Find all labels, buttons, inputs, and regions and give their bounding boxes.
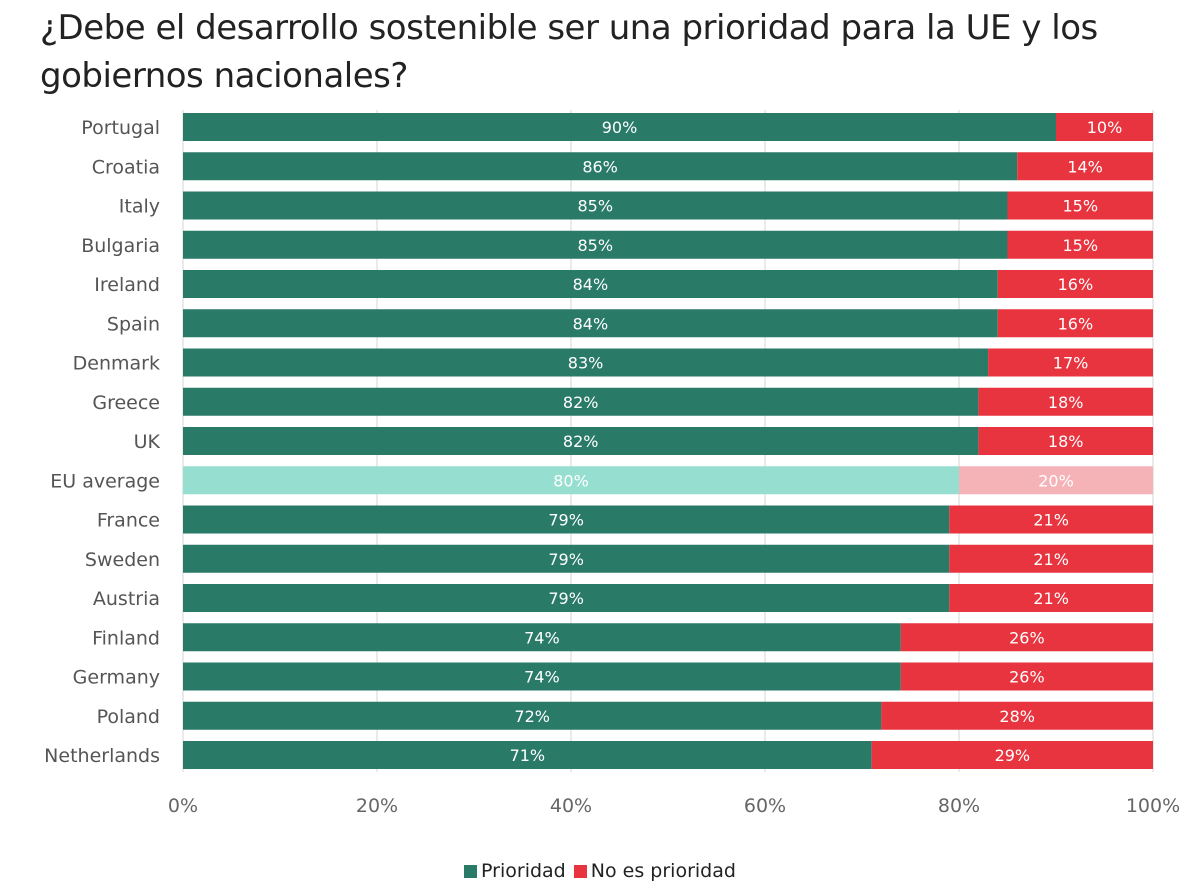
bar-prioridad	[183, 152, 1018, 181]
data-label: 26%	[1009, 628, 1045, 647]
data-label: 16%	[1058, 275, 1094, 294]
category-label: Portugal	[81, 117, 160, 139]
data-label: 83%	[568, 354, 604, 373]
data-label: 80%	[553, 471, 589, 490]
bar-no-prioridad	[871, 741, 1153, 769]
data-label: 15%	[1062, 236, 1098, 255]
data-label: 14%	[1067, 157, 1103, 176]
data-label: 17%	[1053, 354, 1089, 373]
data-label: 16%	[1058, 314, 1094, 333]
x-tick-label: 60%	[744, 795, 786, 817]
bar-prioridad	[183, 230, 1008, 259]
data-label: 28%	[999, 707, 1035, 726]
bar-no-prioridad	[949, 584, 1153, 612]
x-tick-label: 20%	[356, 795, 398, 817]
data-label: 72%	[514, 707, 550, 726]
bar-prioridad	[183, 466, 959, 495]
x-tick-label: 40%	[550, 795, 592, 817]
data-label: 85%	[577, 197, 613, 216]
bar-no-prioridad	[978, 387, 1153, 416]
bar-prioridad	[183, 427, 979, 455]
data-label: 18%	[1048, 393, 1084, 412]
data-label: 21%	[1033, 589, 1069, 608]
bar-no-prioridad	[949, 544, 1153, 573]
bar-prioridad	[183, 662, 901, 691]
category-label: Denmark	[73, 353, 160, 375]
bar-prioridad	[183, 701, 882, 730]
bar-no-prioridad	[1056, 113, 1153, 141]
data-label: 90%	[602, 118, 638, 137]
data-label: 26%	[1009, 668, 1045, 687]
data-label: 79%	[548, 589, 584, 608]
bar-no-prioridad	[881, 701, 1153, 730]
legend-label-no-prioridad: No es prioridad	[590, 860, 736, 882]
data-label: 82%	[563, 393, 599, 412]
bar-prioridad	[183, 584, 950, 612]
legend-swatch-no-prioridad	[573, 865, 587, 878]
category-label: Austria	[93, 588, 160, 610]
bar-prioridad	[183, 387, 979, 416]
category-label: UK	[134, 431, 161, 453]
bar-no-prioridad	[978, 427, 1153, 455]
data-label: 85%	[577, 236, 613, 255]
bar-no-prioridad	[1007, 191, 1153, 220]
category-label: Ireland	[94, 274, 160, 296]
data-label: 71%	[510, 746, 546, 765]
legend-label-prioridad: Prioridad	[481, 860, 566, 882]
bar-no-prioridad	[959, 466, 1153, 495]
category-label: Poland	[97, 706, 160, 728]
category-label: Finland	[92, 627, 160, 649]
bar-no-prioridad	[988, 348, 1153, 377]
data-label: 15%	[1062, 197, 1098, 216]
bar-no-prioridad	[949, 505, 1153, 534]
bar-prioridad	[183, 191, 1008, 220]
category-label: Netherlands	[44, 745, 160, 767]
data-label: 74%	[524, 668, 560, 687]
bar-prioridad	[183, 623, 901, 652]
data-label: 21%	[1033, 550, 1069, 569]
data-label: 79%	[548, 550, 584, 569]
category-label: Italy	[119, 196, 160, 218]
data-label: 82%	[563, 432, 599, 451]
x-tick-label: 100%	[1126, 795, 1180, 817]
data-label: 10%	[1087, 118, 1123, 137]
category-label: Spain	[107, 313, 160, 335]
bar-no-prioridad	[997, 309, 1153, 338]
bar-prioridad	[183, 741, 872, 769]
bar-prioridad	[183, 270, 998, 298]
bar-prioridad	[183, 544, 950, 573]
data-label: 20%	[1038, 471, 1074, 490]
bar-no-prioridad	[900, 662, 1153, 691]
data-label: 79%	[548, 511, 584, 530]
data-label: 84%	[573, 314, 609, 333]
category-label: EU average	[50, 470, 160, 492]
category-label: Croatia	[92, 156, 160, 178]
bar-no-prioridad	[1007, 230, 1153, 259]
category-label: Bulgaria	[81, 235, 160, 257]
legend-swatch-prioridad	[464, 865, 478, 878]
category-label: France	[97, 510, 160, 532]
data-label: 21%	[1033, 511, 1069, 530]
category-label: Sweden	[85, 549, 160, 571]
data-label: 18%	[1048, 432, 1084, 451]
category-label: Germany	[73, 667, 160, 689]
x-tick-label: 80%	[938, 795, 980, 817]
bar-prioridad	[183, 309, 998, 338]
x-tick-label: 0%	[168, 795, 198, 817]
bar-no-prioridad	[997, 270, 1153, 298]
bar-no-prioridad	[900, 623, 1153, 652]
data-label: 86%	[582, 157, 618, 176]
data-label: 74%	[524, 628, 560, 647]
bar-no-prioridad	[1017, 152, 1153, 181]
bar-prioridad	[183, 113, 1056, 141]
data-label: 29%	[995, 746, 1031, 765]
data-label: 84%	[573, 275, 609, 294]
bar-prioridad	[183, 348, 989, 377]
bar-prioridad	[183, 505, 950, 534]
category-label: Greece	[92, 392, 160, 414]
legend: Prioridad No es prioridad	[0, 860, 1200, 882]
chart-title: ¿Debe el desarrollo sostenible ser una p…	[40, 8, 1098, 96]
